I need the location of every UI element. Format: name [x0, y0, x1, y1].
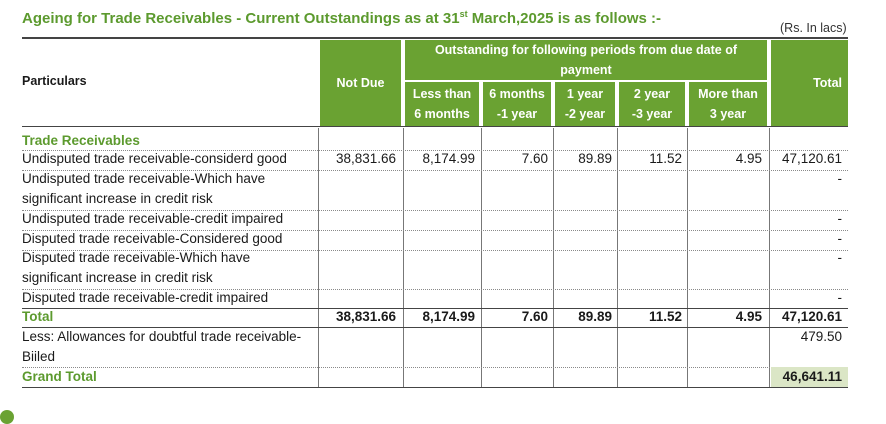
- total-lt-6m: 8,174.99: [422, 309, 475, 324]
- row-divider: [22, 170, 848, 171]
- row-label-cont: significant increase in credit risk: [22, 191, 213, 206]
- row-divider: [22, 289, 848, 290]
- total-6m-1y: 7.60: [521, 309, 548, 324]
- row-label-cont: significant increase in credit risk: [22, 270, 213, 285]
- header-bottom-rule: [22, 126, 848, 127]
- cell-not-due: 38,831.66: [335, 151, 396, 166]
- unit-note: (Rs. In lacs): [780, 21, 847, 35]
- cell-2y-3y: 11.52: [649, 151, 682, 166]
- header-period-0: Less than 6 months: [405, 82, 479, 126]
- less-row-label-cont: Biiled: [22, 349, 56, 364]
- header-period-1: 6 months -1 year: [483, 82, 551, 126]
- row-label: Undisputed trade receivable-credit impai…: [22, 211, 284, 226]
- row-divider: [22, 230, 848, 231]
- grand-total-label: Grand Total: [22, 369, 97, 384]
- cell-total: -: [837, 171, 843, 186]
- total-total: 47,120.61: [781, 309, 842, 324]
- row-label: Undisputed trade receivable-Which have: [22, 171, 266, 186]
- row-divider-strong: [22, 308, 848, 309]
- header-period-4: More than 3 year: [689, 82, 767, 126]
- less-row-total: 479.50: [800, 329, 842, 344]
- row-divider-strong: [22, 327, 848, 328]
- total-row-label: Total: [22, 309, 54, 324]
- grand-total-value: 46,641.11: [782, 369, 842, 384]
- header-total: Total: [771, 40, 848, 126]
- table-title: Ageing for Trade Receivables - Current O…: [22, 9, 662, 27]
- header-particulars: Particulars: [22, 74, 87, 88]
- row-label: Disputed trade receivable-credit impaire…: [22, 290, 269, 305]
- row-divider: [22, 367, 848, 368]
- col-divider: [617, 128, 618, 387]
- header-period-2: 1 year -2 year: [555, 82, 615, 126]
- row-divider: [22, 150, 848, 151]
- grand-total-highlight: [771, 367, 848, 387]
- cell-total: 47,120.61: [781, 151, 842, 166]
- cell-6m-1y: 7.60: [521, 151, 548, 166]
- header-top-rule: [22, 37, 848, 39]
- total-2y-3y: 11.52: [648, 309, 682, 324]
- row-divider: [22, 250, 848, 251]
- table-bottom-rule: [22, 387, 848, 388]
- header-outstanding: Outstanding for following periods from d…: [405, 40, 767, 80]
- cell-total: -: [837, 250, 843, 265]
- cell-lt-6m: 8,174.99: [422, 151, 475, 166]
- col-divider: [553, 128, 554, 387]
- col-divider: [403, 128, 404, 387]
- total-gt-3y: 4.95: [735, 309, 762, 324]
- cell-total: -: [837, 211, 843, 226]
- total-1y-2y: 89.89: [578, 309, 612, 324]
- row-label: Disputed trade receivable-Considered goo…: [22, 231, 283, 246]
- header-not-due: Not Due: [320, 40, 401, 126]
- col-divider: [318, 128, 319, 387]
- cell-gt-3y: 4.95: [735, 151, 762, 166]
- page-corner-marker: [0, 410, 14, 424]
- cell-total: -: [837, 231, 843, 246]
- col-divider: [481, 128, 482, 387]
- total-not-due: 38,831.66: [335, 309, 396, 324]
- row-divider: [22, 210, 848, 211]
- col-divider: [687, 128, 688, 387]
- row-label: Undisputed trade receivable-considerd go…: [22, 151, 287, 166]
- row-label: Disputed trade receivable-Which have: [22, 250, 251, 265]
- cell-1y-2y: 89.89: [578, 151, 612, 166]
- cell-total: -: [837, 290, 843, 305]
- section-trade-receivables: Trade Receivables: [22, 133, 140, 148]
- col-divider: [769, 128, 770, 387]
- header-period-3: 2 year -3 year: [619, 82, 685, 126]
- less-row-label: Less: Allowances for doubtful trade rece…: [22, 329, 302, 344]
